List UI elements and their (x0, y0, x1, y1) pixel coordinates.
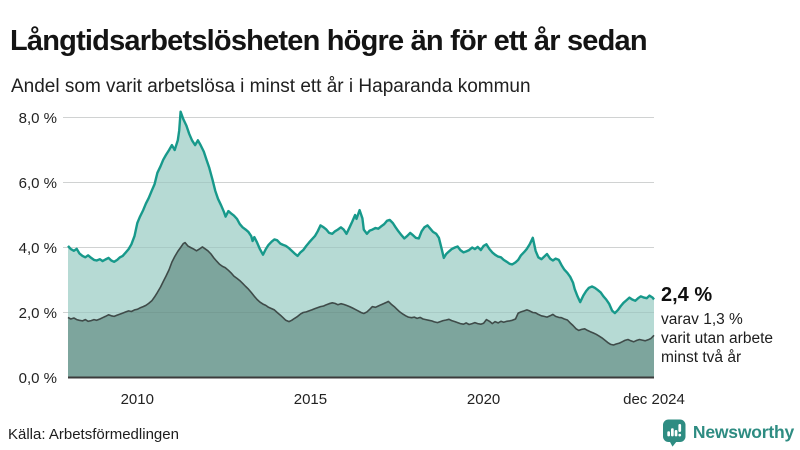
y-axis-label: 0,0 % (19, 370, 57, 387)
newsworthy-logo[interactable]: Newsworthy (662, 418, 794, 447)
line-total-unemployed (67, 110, 655, 315)
newsworthy-wordmark: Newsworthy (692, 422, 794, 442)
annotation-detail: varav 1,3 % varit utan arbete minst två … (661, 310, 773, 367)
chart-title: Långtidsarbetslösheten högre än för ett … (10, 25, 648, 58)
annotation-line-2: varit utan arbete (661, 330, 774, 347)
annotation-line-1: varav 1,3 % (661, 311, 743, 328)
y-axis-label: 2,0 % (19, 305, 57, 322)
x-axis-label: dec 2024 (623, 391, 685, 408)
annotation-line-3: minst två år (661, 349, 742, 366)
chart-subtitle: Andel som varit arbetslösa i minst ett å… (11, 76, 531, 97)
y-axis-label: 4,0 % (19, 240, 57, 257)
y-axis-label: 8,0 % (19, 110, 57, 127)
x-axis-label: 2015 (294, 391, 327, 408)
line-two-years-unemployed (67, 241, 655, 346)
y-axis-label: 6,0 % (19, 175, 57, 192)
latest-total-value: 2,4 % (661, 284, 713, 306)
newsworthy-bubble-chart-icon (662, 419, 686, 447)
source-label: Källa: Arbetsförmedlingen (8, 426, 179, 443)
x-axis-label: 2020 (467, 391, 500, 408)
x-axis-label: 2010 (121, 391, 154, 408)
area-two-years-unemployed (68, 242, 654, 378)
